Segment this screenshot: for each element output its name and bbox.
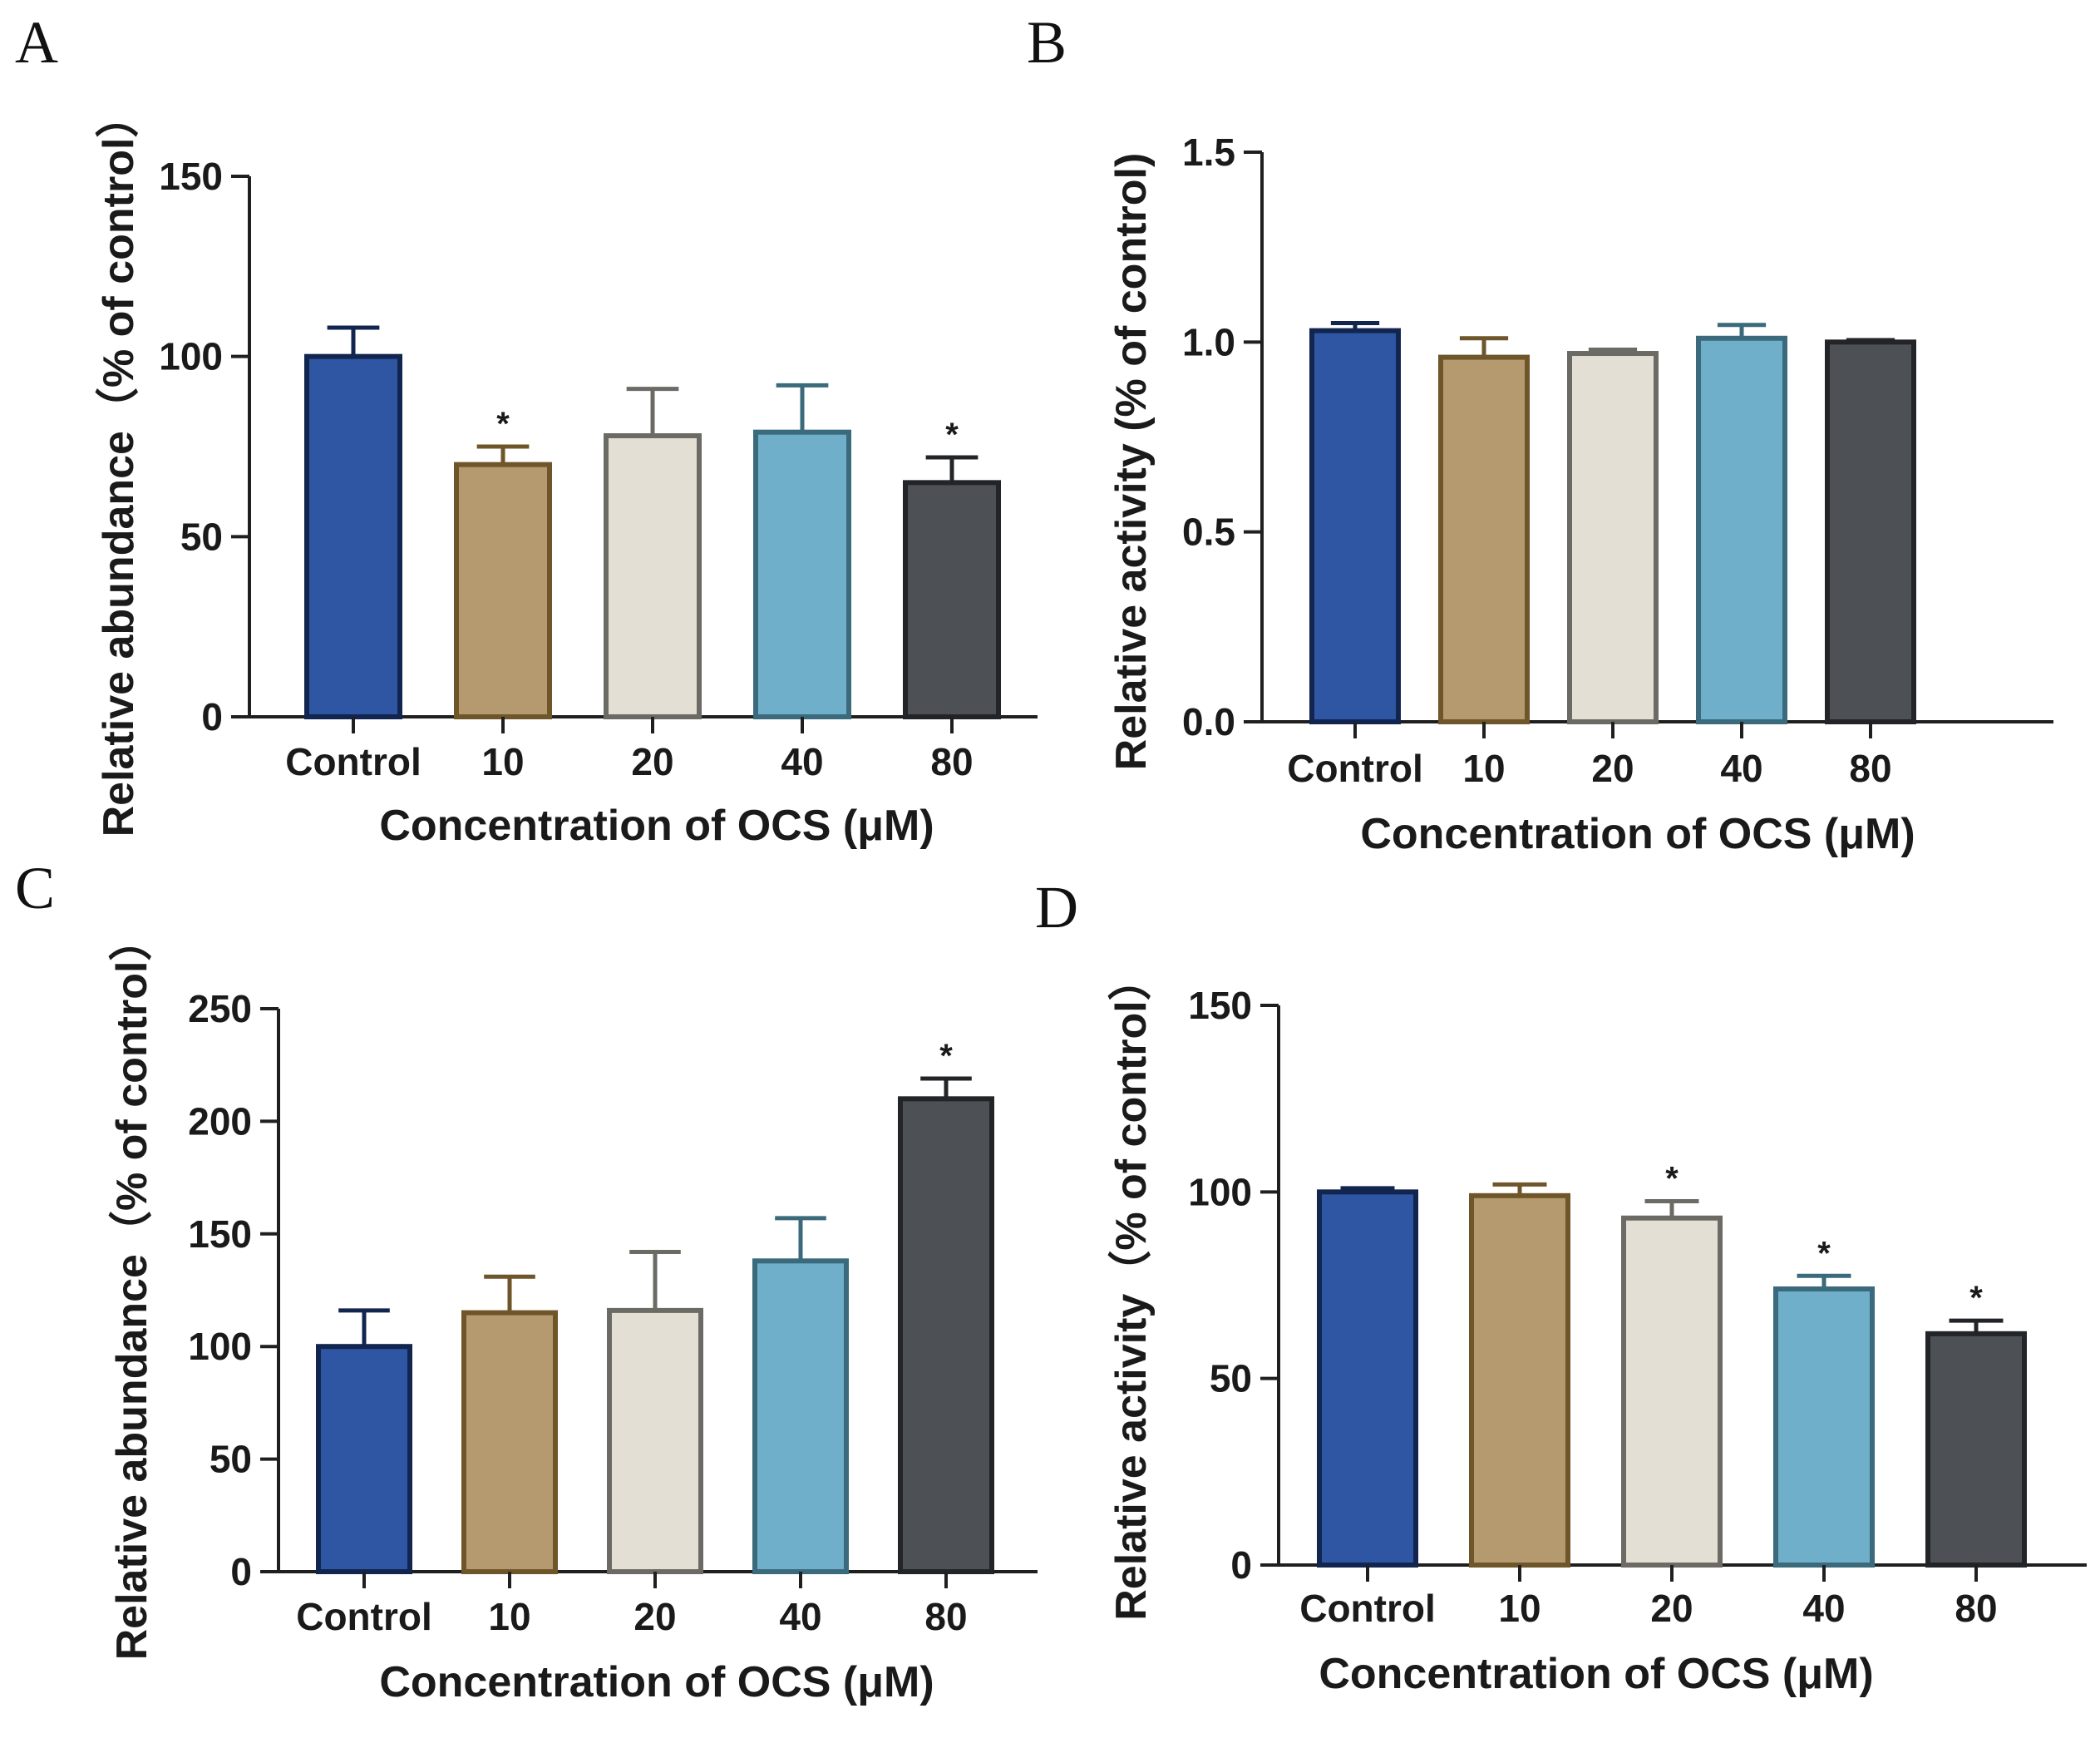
bar-40 bbox=[1773, 1286, 1875, 1568]
y-tick-label: 1.0 bbox=[1182, 320, 1235, 363]
y-tick-label: 50 bbox=[180, 515, 223, 558]
x-tick-label: 40 bbox=[1802, 1587, 1845, 1630]
significance-marker: * bbox=[1665, 1161, 1679, 1197]
bar-control bbox=[304, 353, 402, 719]
bar-10 bbox=[454, 462, 552, 720]
significance-marker: * bbox=[496, 406, 510, 442]
y-tick-label: 0 bbox=[201, 695, 223, 738]
y-tick-label: 50 bbox=[1210, 1357, 1252, 1400]
x-tick-label: 40 bbox=[781, 740, 823, 783]
bar-80 bbox=[1925, 1331, 2027, 1568]
panel-letter: B bbox=[1027, 9, 1067, 76]
y-tick-label: 0 bbox=[1230, 1543, 1252, 1587]
y-tick-label: 50 bbox=[210, 1438, 252, 1481]
significance-marker: * bbox=[1817, 1235, 1831, 1271]
y-tick-label: 100 bbox=[159, 335, 223, 378]
x-tick-label: 40 bbox=[779, 1595, 821, 1638]
y-tick-label: 0 bbox=[230, 1550, 252, 1593]
bar-20 bbox=[1621, 1215, 1723, 1568]
y-tick-label: 100 bbox=[1188, 1170, 1252, 1213]
chart-panel-c: C 0 50 100 150 200 250 Control 10 20 40 80 * Concentr… bbox=[15, 855, 1038, 1706]
panel-letter: C bbox=[15, 855, 55, 921]
x-tick-label: 80 bbox=[1955, 1587, 1997, 1630]
x-tick-label: 80 bbox=[924, 1595, 967, 1638]
x-axis-title: Concentration of OCS (μM) bbox=[379, 802, 934, 850]
y-tick-label: 250 bbox=[188, 987, 252, 1030]
x-tick-label: 10 bbox=[488, 1595, 530, 1638]
bar-10 bbox=[1438, 354, 1530, 724]
x-tick-label: Control bbox=[296, 1595, 432, 1638]
x-tick-label: 10 bbox=[481, 740, 524, 783]
chart-panel-a: A 0 50 100 150 Control 10 * 20 40 80 * Concentration… bbox=[15, 9, 1038, 850]
x-tick-label: Control bbox=[285, 740, 421, 783]
panel-letter: D bbox=[1035, 874, 1078, 941]
x-axis-title: Concentration of OCS (μM) bbox=[1319, 1650, 1873, 1698]
chart-panel-d: D 0 50 100 150 Control 10 20 * 40 * 80 * Concentratio… bbox=[1035, 874, 2087, 1698]
bar-control bbox=[316, 1344, 412, 1574]
bar-40 bbox=[753, 429, 851, 720]
significance-marker: * bbox=[1969, 1280, 1983, 1316]
significance-marker: * bbox=[945, 417, 959, 453]
x-tick-label: 20 bbox=[1650, 1587, 1693, 1630]
bar-20 bbox=[1567, 351, 1659, 724]
chart-panel-b: B 0.0 0.5 1.0 1.5 Control 10 20 40 80 Concentratio… bbox=[1027, 9, 2053, 858]
bar-40 bbox=[752, 1258, 849, 1575]
y-tick-label: 200 bbox=[188, 1099, 252, 1143]
significance-marker: * bbox=[939, 1038, 953, 1074]
bar-20 bbox=[607, 1307, 703, 1574]
y-tick-label: 150 bbox=[188, 1212, 252, 1256]
x-tick-label: Control bbox=[1287, 747, 1423, 790]
x-tick-label: 80 bbox=[930, 740, 973, 783]
x-tick-label: 10 bbox=[1498, 1587, 1540, 1630]
bar-10 bbox=[1469, 1192, 1570, 1568]
y-tick-label: 0.5 bbox=[1182, 511, 1235, 554]
y-axis-title: Relative activity (% of control) bbox=[1107, 153, 1156, 771]
bar-control bbox=[1317, 1189, 1418, 1568]
bar-20 bbox=[604, 433, 702, 719]
y-tick-label: 100 bbox=[188, 1325, 252, 1368]
bar-80 bbox=[903, 480, 1001, 719]
x-tick-label: 80 bbox=[1849, 747, 1891, 790]
x-tick-label: 10 bbox=[1462, 747, 1505, 790]
y-tick-label: 150 bbox=[159, 155, 223, 198]
x-tick-label: 40 bbox=[1720, 747, 1762, 790]
y-tick-label: 0.0 bbox=[1182, 700, 1235, 743]
panel-letter: A bbox=[15, 9, 58, 76]
x-axis-title: Concentration of OCS (μM) bbox=[1360, 810, 1915, 858]
y-axis-title: Relative abundance（% of control） bbox=[108, 918, 156, 1661]
bar-80 bbox=[1825, 339, 1916, 724]
x-axis-title: Concentration of OCS (μM) bbox=[379, 1658, 934, 1706]
x-tick-label: Control bbox=[1299, 1587, 1436, 1630]
x-tick-label: 20 bbox=[631, 740, 673, 783]
bar-80 bbox=[898, 1096, 994, 1574]
y-tick-label: 150 bbox=[1188, 984, 1252, 1027]
y-tick-label: 1.5 bbox=[1182, 131, 1235, 174]
x-tick-label: 20 bbox=[1591, 747, 1634, 790]
bar-40 bbox=[1696, 335, 1787, 724]
bar-10 bbox=[461, 1310, 558, 1574]
x-tick-label: 20 bbox=[633, 1595, 676, 1638]
y-axis-title: Relative abundance（% of control） bbox=[95, 95, 143, 837]
bar-control bbox=[1309, 328, 1401, 724]
y-axis-title: Relative activity（% of control） bbox=[1107, 957, 1156, 1621]
